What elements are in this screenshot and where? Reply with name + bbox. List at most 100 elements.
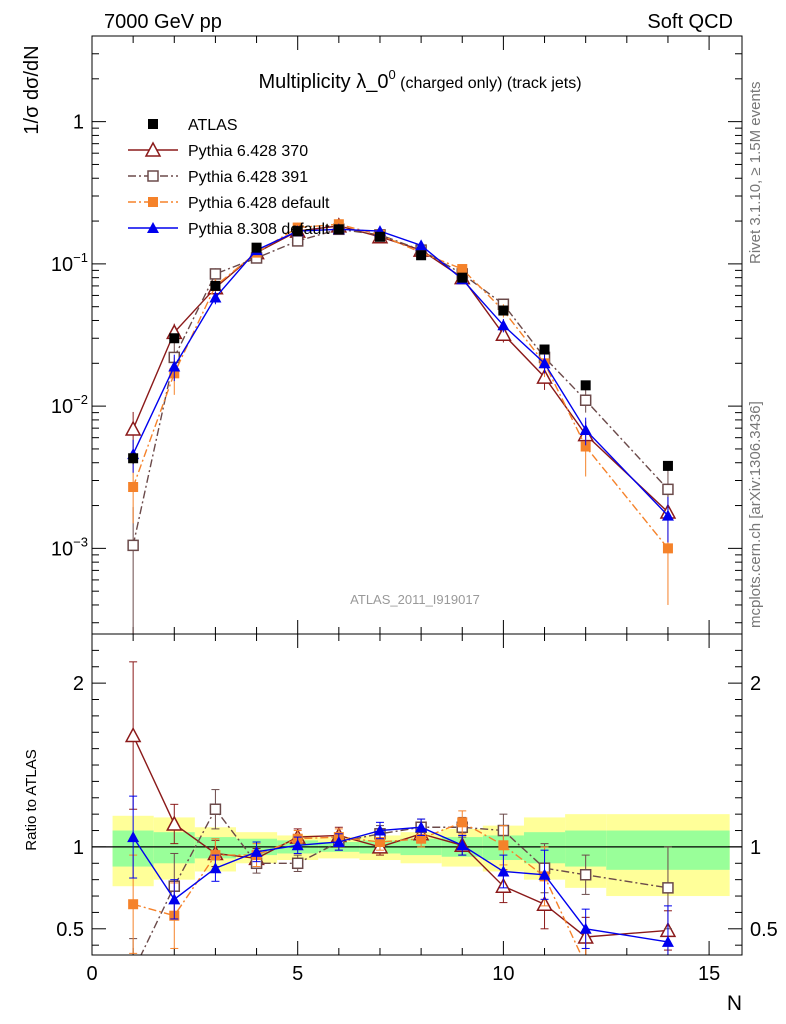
data-point	[580, 380, 591, 391]
header-left-label: 7000 GeV pp	[104, 11, 222, 33]
series-p8	[127, 223, 674, 543]
data-point	[124, 420, 142, 436]
data-point	[374, 231, 385, 242]
ratio-data-point	[209, 803, 222, 815]
ratio-data-point	[497, 865, 510, 877]
data-point	[457, 272, 468, 283]
legend-entry-pdef: Pythia 6.428 default	[128, 195, 330, 212]
ratio-data-point	[128, 966, 138, 976]
data-point	[579, 423, 592, 435]
ratio-data-point	[662, 882, 674, 894]
data-point	[538, 357, 551, 369]
data-point	[251, 242, 262, 253]
ratio-y-tick-label: 2	[73, 673, 84, 695]
ratio-y-axis-label: Ratio to ATLAS	[23, 749, 40, 850]
x-tick-label: 10	[492, 963, 514, 985]
y-tick-label: 1	[73, 112, 84, 134]
ratio-data-point	[661, 935, 674, 947]
data-point	[333, 224, 344, 235]
legend: ATLAS Pythia 6.428 370 Pythia 6.428 391 Pyt…	[128, 117, 330, 238]
legend-entry-p8: Pythia 8.308 default	[128, 221, 330, 238]
x-axis-label: N	[727, 992, 742, 1015]
data-point	[415, 239, 428, 251]
legend-marker	[148, 197, 158, 207]
series-atlas	[128, 224, 673, 471]
header-right-label: Soft QCD	[647, 11, 733, 33]
series-p370	[124, 217, 677, 543]
legend-entry-p370: Pythia 6.428 370	[128, 141, 308, 160]
ratio-plot-panel: 0.5 0.5 1 1 2 2 0 5 10 15 Ratio to ATLAS N	[23, 633, 778, 1015]
series-p391	[127, 223, 674, 634]
analysis-watermark: ATLAS_2011_I919017	[350, 592, 480, 607]
ratio-data-point	[579, 922, 592, 934]
data-point	[498, 305, 509, 316]
ratio-data-point	[581, 960, 591, 970]
x-tick-label: 15	[698, 963, 720, 985]
ratio-data-point	[538, 868, 551, 880]
y-tick-label: 10−1	[51, 250, 88, 276]
data-point	[579, 394, 592, 406]
ratio-series-p370	[124, 661, 677, 955]
main-plot-panel: 1 10−1 10−2 10−3 Multiplicity λ_00 (charged…	[21, 35, 743, 635]
legend-label: ATLAS	[188, 117, 238, 134]
data-point	[210, 280, 221, 291]
ratio-data-point	[168, 893, 181, 905]
legend-marker	[147, 170, 159, 182]
data-point	[292, 226, 303, 237]
data-point	[580, 441, 591, 452]
ratio-data-point	[579, 869, 592, 881]
ratio-data-point	[374, 836, 385, 847]
main-y-axis-label: 1/σ dσ/dN	[21, 45, 43, 134]
ratio-data-point	[128, 899, 139, 910]
ratio-data-point	[127, 831, 140, 843]
main-title: Multiplicity λ_00 (charged only) (track …	[258, 67, 581, 93]
data-point	[497, 319, 510, 331]
ratio-data-point	[166, 815, 183, 831]
ratio-data-point	[457, 817, 468, 828]
legend-label: Pythia 6.428 default	[188, 195, 330, 212]
ratio-plot-frame	[91, 633, 743, 956]
ratio-data-point	[456, 839, 469, 851]
data-point	[662, 483, 674, 496]
ratio-series-p8	[127, 795, 674, 955]
ratio-y-tick-label: 0.5	[56, 919, 84, 941]
ratio-data-point	[663, 963, 673, 973]
legend-marker	[144, 141, 162, 157]
data-point	[662, 543, 673, 554]
x-tick-label: 5	[292, 963, 303, 985]
ratio-y-tick-label: 1	[73, 837, 84, 859]
ratio-data-point	[373, 824, 386, 836]
y-tick-label: 10−3	[51, 534, 88, 560]
legend-marker	[147, 222, 159, 233]
y-tick-label: 10−2	[51, 392, 88, 418]
ratio-data-point	[291, 839, 304, 851]
legend-marker	[148, 119, 158, 129]
data-point	[209, 268, 222, 280]
ratio-data-point	[124, 726, 142, 743]
data-point	[416, 250, 427, 261]
ratio-y-tick-label-right: 1	[750, 837, 761, 859]
legend-entry-p391: Pythia 6.428 391	[128, 169, 308, 186]
ratio-data-point	[416, 833, 427, 844]
legend-label: Pythia 6.428 391	[188, 169, 308, 186]
ratio-data-point	[291, 857, 304, 870]
source-side-label: mcplots.cern.ch [arXiv:1306.3436]	[747, 401, 764, 628]
ratio-data-point	[332, 835, 345, 847]
legend-label: Pythia 6.428 370	[188, 143, 308, 160]
data-point	[127, 539, 139, 552]
data-point	[168, 360, 181, 372]
x-tick-label: 0	[86, 963, 97, 985]
data-point	[662, 460, 673, 471]
data-point	[209, 291, 222, 303]
rivet-side-label: Rivet 3.1.10, ≥ 1.5M events	[747, 82, 764, 265]
legend-entry-atlas: ATLAS	[148, 117, 238, 134]
ratio-data-point	[415, 821, 428, 833]
ratio-y-tick-label-right: 0.5	[750, 919, 778, 941]
ratio-data-point	[498, 840, 509, 851]
data-point	[495, 325, 512, 342]
ratio-y-tick-label-right: 2	[750, 673, 761, 695]
data-point	[128, 453, 139, 464]
data-point	[169, 333, 180, 344]
data-point	[539, 344, 550, 355]
